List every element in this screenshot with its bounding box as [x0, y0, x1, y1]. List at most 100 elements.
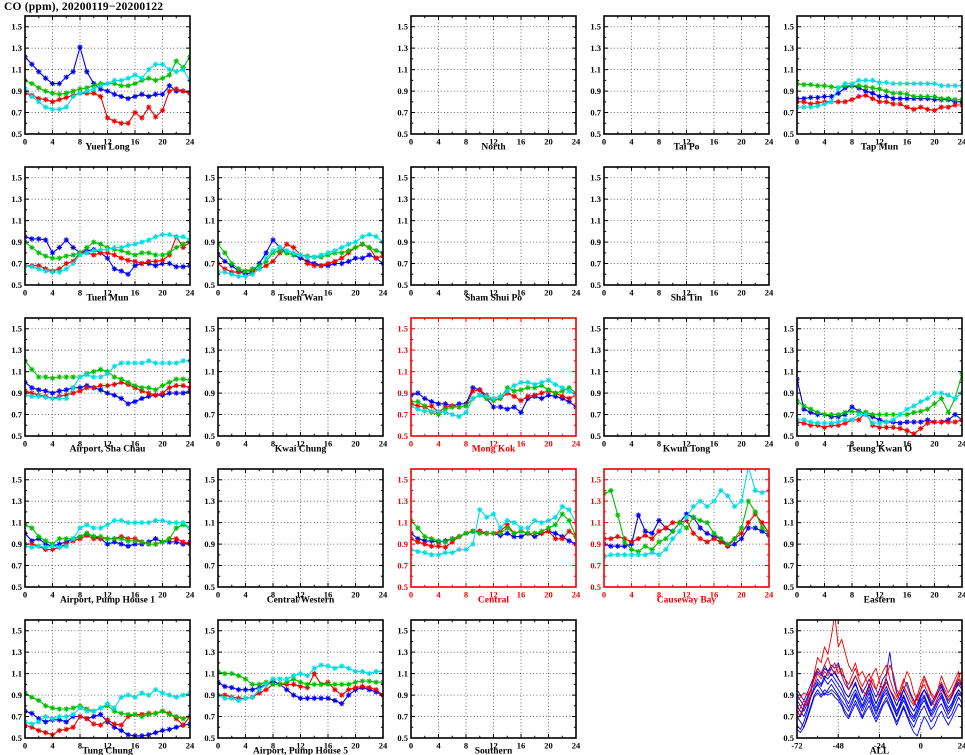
x-tick-label: 24 [186, 137, 195, 147]
x-tick-label: 4 [50, 439, 55, 449]
chart-panel-kwai-chung: 0.5 0.7 0.9 1.1 1.3 1.5 0 4 8 12 16 20 24 Kwai Chung [204, 317, 388, 455]
axis-ticks [410, 318, 577, 437]
y-tick-label: 0.5 [783, 431, 794, 441]
x-tick-label: 8 [271, 439, 275, 449]
series-cyan-markers [25, 687, 190, 727]
y-tick-label: 1.5 [783, 626, 794, 636]
plot-frame [603, 166, 770, 286]
x-tick-label: 24 [379, 288, 388, 298]
chart-panel-tung-chung: 0.5 0.7 0.9 1.1 1.3 1.5 0 4 8 12 16 20 24 Tung Chung [11, 619, 195, 755]
x-tick-label: 24 [186, 439, 195, 449]
y-tick-label: 0.5 [783, 129, 794, 139]
x-tick-label: 4 [629, 590, 634, 600]
axis-ticks [603, 469, 770, 588]
y-tick-label: 1.1 [11, 669, 22, 679]
x-tick-label: 4 [629, 288, 634, 298]
x-tick-label: 12 [296, 741, 305, 751]
panel-title: Airport, Pump House 5 [253, 747, 348, 755]
y-tick-label: 0.9 [397, 690, 408, 700]
y-tick-label: 1.1 [204, 518, 215, 528]
y-tick-label: 0.5 [11, 582, 22, 592]
y-tick-label: 0.9 [397, 237, 408, 247]
x-tick-label: 24 [379, 590, 388, 600]
x-tick-label: 12 [682, 137, 691, 147]
series-cyan-markers [797, 77, 962, 110]
panel-title: Mong Kok [472, 445, 516, 455]
y-tick-label: 0.5 [397, 733, 408, 743]
panel-title: Tsuen Wan [278, 294, 324, 304]
x-tick-label: 16 [903, 590, 912, 600]
y-tick-label: 0.9 [11, 690, 22, 700]
grid-lines [25, 469, 190, 587]
y-tick-label: 1.3 [397, 194, 408, 204]
panel-title: ALL [870, 747, 890, 755]
x-tick-label: 12 [489, 288, 498, 298]
y-tick-label: 1.3 [783, 496, 794, 506]
chart-panel-eastern: 0.5 0.7 0.9 1.1 1.3 1.5 0 4 8 12 16 20 24 Eastern [783, 468, 965, 606]
x-tick-label: 0 [23, 137, 27, 147]
y-tick-label: 0.7 [11, 410, 22, 420]
x-tick-label: 20 [737, 137, 746, 147]
series-cyan-markers [218, 231, 383, 280]
y-tick-label: 0.7 [783, 410, 794, 420]
x-tick-label: 12 [103, 590, 112, 600]
series-group [797, 371, 962, 437]
x-tick-label: 20 [930, 590, 939, 600]
x-tick-label: 20 [351, 288, 360, 298]
axis-ticks [603, 16, 770, 135]
y-tick-label: 1.1 [204, 669, 215, 679]
panel-title: Causeway Bay [657, 596, 717, 606]
series-blue-line [797, 692, 962, 737]
x-tick-label: 16 [324, 288, 333, 298]
x-tick-label: 16 [131, 137, 140, 147]
series-green-markers [411, 511, 576, 545]
x-tick-label: 0 [216, 741, 220, 751]
x-tick-label: 20 [930, 137, 939, 147]
x-tick-label: 12 [682, 439, 691, 449]
y-tick-label: 0.9 [11, 86, 22, 96]
axis-ticks [410, 167, 577, 286]
x-tick-label: 12 [489, 137, 498, 147]
y-tick-label: 0.5 [11, 733, 22, 743]
y-tick-label: 1.5 [204, 324, 215, 334]
chart-panel-all: 0.5 0.7 0.9 1.1 1.3 1.5 -72 -48 -24 0 24 ALL [783, 619, 965, 755]
series-group [218, 662, 383, 707]
series-group [218, 231, 383, 280]
x-tick-label: 24 [765, 137, 774, 147]
x-tick-label: 20 [544, 590, 553, 600]
axis-ticks [796, 318, 963, 437]
x-tick-label: 4 [822, 137, 827, 147]
x-tick-label: 24 [958, 741, 965, 751]
x-tick-label: 20 [158, 137, 167, 147]
x-tick-label: 16 [517, 741, 526, 751]
y-tick-label: 0.5 [783, 733, 794, 743]
x-tick-label: 4 [243, 590, 248, 600]
x-tick-label: 0 [795, 590, 799, 600]
grid-lines [411, 469, 576, 587]
x-tick-label: 4 [243, 288, 248, 298]
x-tick-label: 0 [795, 137, 799, 147]
y-tick-label: 0.7 [204, 561, 215, 571]
x-tick-label: 0 [602, 590, 606, 600]
plot-frame [603, 317, 770, 437]
y-tick-label: 1.1 [783, 669, 794, 679]
x-tick-label: 8 [464, 741, 468, 751]
series-green-markers [25, 522, 190, 547]
x-tick-label: 0 [23, 741, 27, 751]
y-tick-label: 0.7 [783, 108, 794, 118]
x-tick-label: 12 [103, 288, 112, 298]
y-tick-label: 1.5 [11, 475, 22, 485]
y-tick-label: 1.5 [397, 173, 408, 183]
y-tick-label: 1.3 [204, 194, 215, 204]
x-tick-label: -72 [791, 741, 802, 751]
x-tick-label: 24 [765, 288, 774, 298]
plot-frame [24, 166, 191, 286]
axis-ticks [796, 16, 963, 135]
series-green-markers [218, 668, 383, 688]
x-tick-label: 0 [409, 137, 413, 147]
series-cyan-markers [604, 468, 769, 560]
x-tick-label: 16 [903, 137, 912, 147]
y-tick-label: 1.3 [397, 496, 408, 506]
x-tick-label: 24 [765, 590, 774, 600]
x-tick-label: 24 [572, 137, 581, 147]
